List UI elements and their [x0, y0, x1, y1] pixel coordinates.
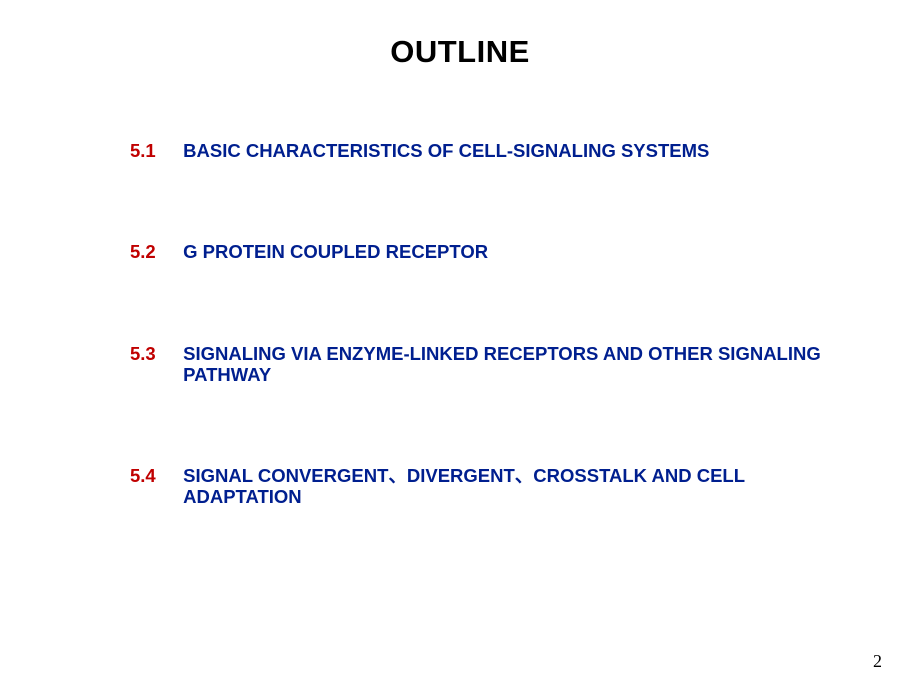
page-number: 2	[873, 651, 882, 672]
item-number: 5.4	[130, 465, 178, 486]
outline-item: 5.3 SIGNALING VIA ENZYME-LINKED RECEPTOR…	[130, 343, 850, 386]
item-text: BASIC CHARACTERISTICS OF CELL-SIGNALING …	[183, 140, 843, 161]
outline-item: 5.2 G PROTEIN COUPLED RECEPTOR	[130, 241, 850, 262]
item-text: G PROTEIN COUPLED RECEPTOR	[183, 241, 843, 262]
item-number: 5.2	[130, 241, 178, 262]
item-text: SIGNAL CONVERGENT、DIVERGENT、CROSSTALK AN…	[183, 465, 843, 508]
outline-list: 5.1 BASIC CHARACTERISTICS OF CELL-SIGNAL…	[130, 140, 850, 588]
item-number: 5.1	[130, 140, 178, 161]
slide-title: OUTLINE	[0, 0, 920, 70]
outline-item: 5.1 BASIC CHARACTERISTICS OF CELL-SIGNAL…	[130, 140, 850, 161]
item-number: 5.3	[130, 343, 178, 364]
outline-item: 5.4 SIGNAL CONVERGENT、DIVERGENT、CROSSTAL…	[130, 465, 850, 508]
item-text: SIGNALING VIA ENZYME-LINKED RECEPTORS AN…	[183, 343, 843, 386]
slide: OUTLINE 5.1 BASIC CHARACTERISTICS OF CEL…	[0, 0, 920, 690]
